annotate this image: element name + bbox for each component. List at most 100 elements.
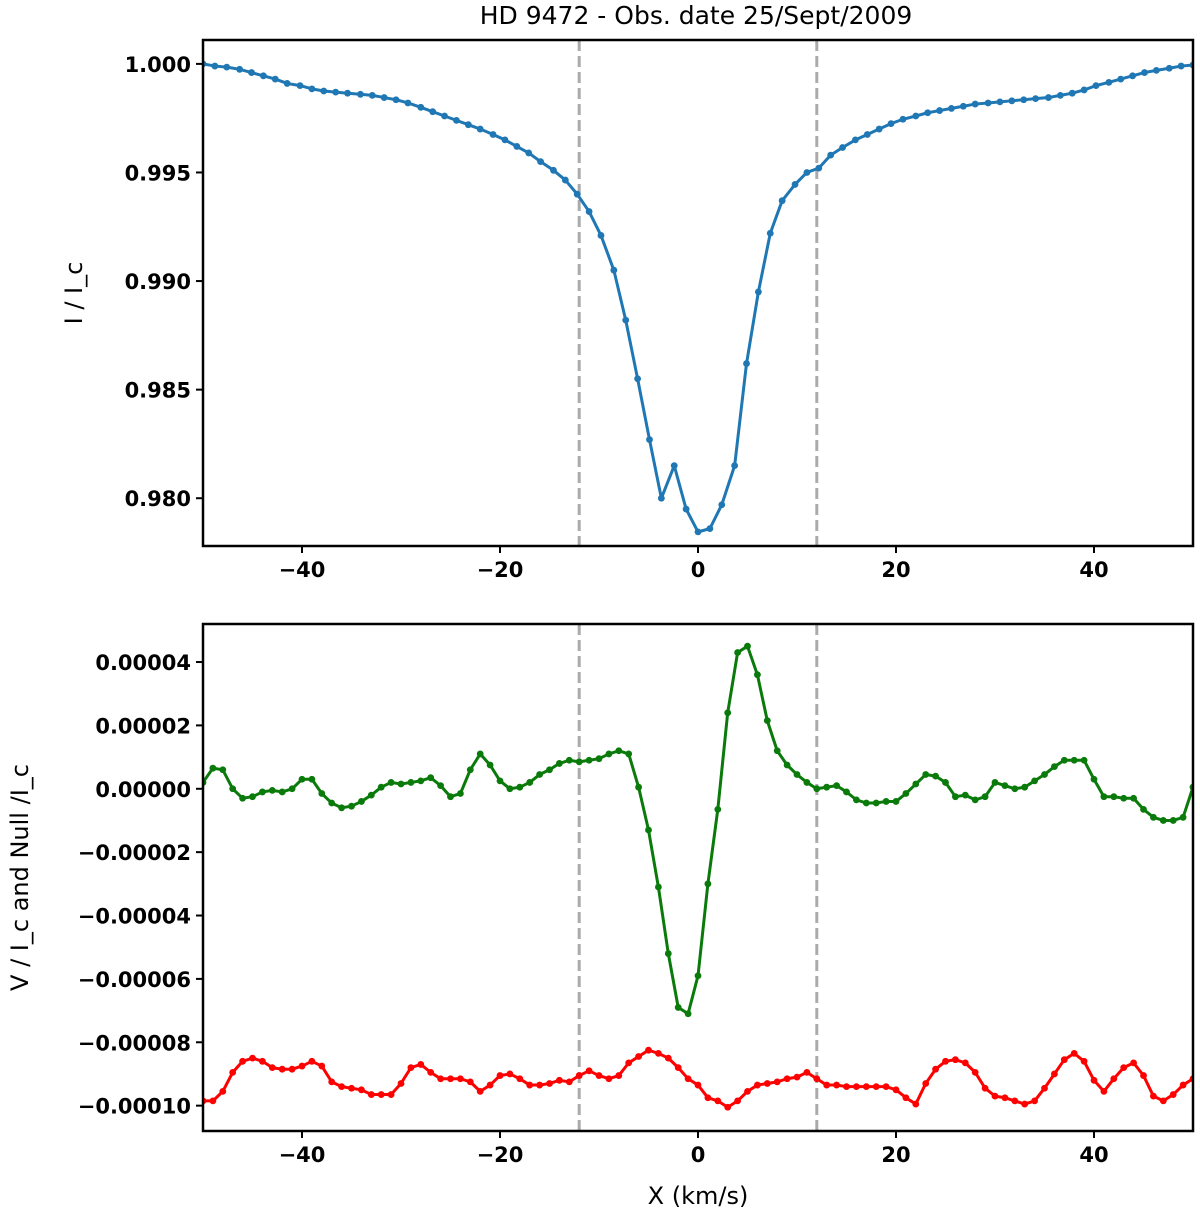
data-point xyxy=(556,760,563,767)
data-point xyxy=(348,1084,355,1092)
data-point xyxy=(328,799,336,807)
data-point xyxy=(404,99,412,107)
data-point xyxy=(496,1072,504,1079)
data-point xyxy=(1150,813,1157,821)
data-point xyxy=(536,1081,543,1089)
data-point xyxy=(823,783,831,791)
data-point xyxy=(872,799,880,807)
data-point xyxy=(1011,785,1019,793)
data-point xyxy=(1020,96,1028,104)
data-point xyxy=(1070,1049,1078,1057)
data-point xyxy=(743,360,750,367)
data-point xyxy=(718,501,726,509)
data-point xyxy=(476,750,484,758)
data-point xyxy=(942,1057,949,1065)
data-point xyxy=(288,785,296,793)
data-point xyxy=(971,796,979,804)
data-point xyxy=(882,798,890,805)
data-point xyxy=(605,750,613,758)
x-tick-label: −20 xyxy=(477,558,524,582)
data-point xyxy=(655,883,662,891)
y-tick-label: −0.00004 xyxy=(78,905,191,929)
data-point xyxy=(259,72,267,80)
y-tick-label: 0.00004 xyxy=(95,651,191,675)
data-point xyxy=(783,761,791,769)
data-point xyxy=(887,120,895,128)
data-point xyxy=(664,950,672,957)
data-point xyxy=(610,266,618,274)
data-point xyxy=(1045,94,1052,101)
data-point xyxy=(338,804,345,812)
data-point xyxy=(1080,86,1088,94)
data-point xyxy=(615,1072,623,1079)
data-point xyxy=(387,779,395,786)
data-point xyxy=(209,764,217,772)
data-point xyxy=(1090,1076,1098,1084)
data-point xyxy=(902,1094,910,1102)
data-point xyxy=(882,1083,890,1091)
data-point xyxy=(489,131,497,138)
data-point xyxy=(622,316,630,324)
data-point xyxy=(308,775,316,783)
data-point xyxy=(991,779,999,786)
data-point xyxy=(694,972,702,980)
y-tick-label: 0.00000 xyxy=(95,778,191,802)
data-point xyxy=(427,1068,435,1076)
data-point xyxy=(1120,1064,1128,1072)
x-tick-label: 40 xyxy=(1079,1143,1108,1167)
data-point xyxy=(1032,95,1039,103)
data-point xyxy=(223,63,231,71)
data-point xyxy=(875,125,883,133)
data-point xyxy=(453,116,460,124)
data-point xyxy=(392,96,400,104)
data-point xyxy=(1159,817,1167,824)
data-point xyxy=(427,774,435,782)
series-line xyxy=(203,62,1193,534)
data-point xyxy=(754,1081,761,1089)
data-point xyxy=(219,766,227,774)
data-point xyxy=(268,1064,276,1072)
data-point xyxy=(1169,1091,1177,1098)
data-point xyxy=(1141,69,1148,76)
data-point xyxy=(803,1068,811,1076)
data-point xyxy=(731,462,739,470)
data-point xyxy=(278,788,286,796)
data-point xyxy=(734,1097,741,1105)
data-point xyxy=(791,181,799,188)
data-point xyxy=(1100,793,1108,801)
data-point xyxy=(1041,1084,1048,1092)
data-point xyxy=(1179,1081,1187,1089)
data-point xyxy=(1056,91,1064,99)
data-point xyxy=(248,69,255,76)
data-point xyxy=(902,790,910,797)
data-point xyxy=(476,125,484,133)
data-point xyxy=(229,1068,237,1076)
data-point xyxy=(778,197,786,205)
data-point xyxy=(932,772,939,780)
data-point xyxy=(645,1046,652,1054)
y-axis-label: I / I_c xyxy=(60,262,88,325)
data-point xyxy=(249,1054,256,1062)
data-point xyxy=(308,85,316,93)
data-point xyxy=(283,80,291,87)
x-tick-label: −20 xyxy=(477,1143,524,1167)
data-point xyxy=(537,158,544,166)
data-point xyxy=(605,1075,613,1083)
data-point xyxy=(367,1091,375,1098)
data-point xyxy=(724,709,732,717)
y-tick-label: −0.00008 xyxy=(78,1031,191,1055)
x-tick-label: 20 xyxy=(881,1143,910,1167)
x-tick-label: 0 xyxy=(691,1143,706,1167)
data-point xyxy=(296,82,304,90)
data-point xyxy=(367,791,375,799)
data-point xyxy=(912,1100,920,1108)
data-point xyxy=(645,826,652,834)
data-point xyxy=(496,777,504,785)
data-point xyxy=(556,1076,563,1084)
data-point xyxy=(501,136,509,144)
data-point xyxy=(984,99,992,107)
data-point xyxy=(239,1057,247,1065)
data-point xyxy=(853,796,860,804)
data-point xyxy=(657,494,665,502)
data-point xyxy=(332,88,340,96)
